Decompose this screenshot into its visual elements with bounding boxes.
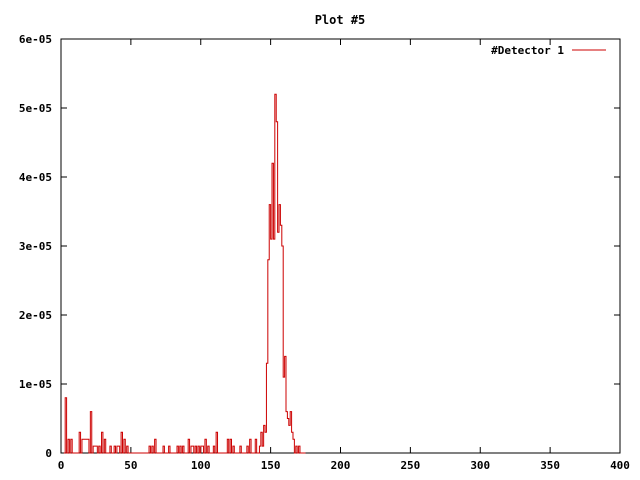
- y-tick-label: 4e-05: [19, 171, 52, 184]
- x-tick-label: 0: [58, 459, 65, 472]
- x-tick-label: 150: [261, 459, 281, 472]
- y-tick-label: 1e-05: [19, 378, 52, 391]
- x-tick-label: 300: [470, 459, 490, 472]
- x-tick-label: 100: [191, 459, 211, 472]
- y-tick-label: 0: [45, 447, 52, 460]
- series-line: [63, 93, 306, 454]
- y-tick-label: 3e-05: [19, 240, 52, 253]
- x-tick-label: 400: [610, 459, 630, 472]
- x-tick-label: 50: [124, 459, 137, 472]
- x-tick-label: 250: [400, 459, 420, 472]
- y-tick-label: 2e-05: [19, 309, 52, 322]
- legend-label: #Detector 1: [491, 44, 564, 57]
- x-tick-label: 200: [331, 459, 351, 472]
- plot-frame: [60, 38, 621, 454]
- y-tick-label: 5e-05: [19, 102, 52, 115]
- chart-title: Plot #5: [315, 13, 366, 27]
- plot-area: 0 50 100 150 200 250 300 350 400 0 1e-05 2e-05 3e-05…: [19, 33, 630, 472]
- x-tick-label: 350: [540, 459, 560, 472]
- y-tick-label: 6e-05: [19, 33, 52, 46]
